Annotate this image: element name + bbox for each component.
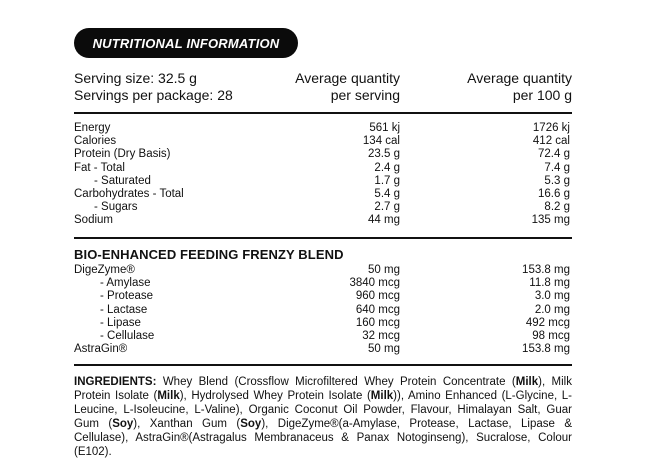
table-row: - Saturated 1.7 g 5.3 g [74,175,572,188]
serving-labels: Serving size: 32.5 g Servings per packag… [74,70,233,104]
per-100g-value: 11.8 mg [529,277,570,290]
per-100g-value: 72.4 g [538,148,570,161]
blend-title: BIO-ENHANCED FEEDING FRENZY BLEND [74,247,344,262]
table-row: AstraGin® 50 mg 153.8 mg [74,343,572,356]
row-label: Fat - Total [74,161,125,174]
per-serving-value: 561 kj [369,122,400,134]
per-serving-value: 50 mg [368,343,400,356]
per-serving-value: 2.7 g [374,201,400,214]
per-serving-header-line1: Average quantity [295,70,400,86]
per-100g-header-line1: Average quantity [467,70,572,86]
divider [74,237,572,239]
per-100g-value: 135 mg [531,214,570,227]
per-serving-header: Average quantity per serving [295,70,400,104]
table-row: Fat - Total 2.4 g 7.4 g [74,162,572,175]
per-serving-value: 32 mcg [362,329,400,342]
row-label: - Lipase [100,316,141,329]
row-label: - Cellulase [100,329,155,342]
per-serving-value: 1.7 g [374,174,400,187]
row-label: - Amylase [100,277,151,290]
per-100g-value: 3.0 mg [534,290,570,303]
row-label: - Lactase [100,303,148,316]
allergen: Soy [240,418,262,430]
allergen: Milk [157,390,180,402]
per-serving-value: 160 mcg [355,316,400,329]
table-row: - Protease 960 mcg 3.0 mg [74,290,572,303]
per-serving-value: 5.4 g [374,187,400,200]
table-row: Carbohydrates - Total 5.4 g 16.6 g [74,188,572,201]
divider [74,364,572,366]
per-serving-value: 960 mcg [355,290,400,303]
servings-per-package: Servings per package: 28 [74,87,233,103]
per-serving-value: 23.5 g [368,148,400,161]
per-100g-header-line2: per 100 g [512,87,572,103]
per-100g-value: 153.8 mg [522,343,570,356]
table-row: - Lactase 640 mcg 2.0 mg [74,304,572,317]
per-100g-value: 8.2 g [544,201,570,214]
table-row: Protein (Dry Basis) 23.5 g 72.4 g [74,148,572,161]
per-serving-value: 50 mg [368,264,400,276]
row-label: - Protease [100,290,154,303]
table-row: Energy 561 kj 1726 kj [74,122,572,135]
per-serving-value: 44 mg [368,214,400,227]
per-serving-header-line2: per serving [330,87,400,103]
per-100g-header: Average quantity per 100 g [467,70,572,104]
row-label: Energy [74,122,111,134]
row-label: Calories [74,135,117,148]
per-100g-value: 16.6 g [538,187,570,200]
serving-size: Serving size: 32.5 g [74,70,197,86]
per-100g-value: 1726 kj [532,122,570,134]
row-label: AstraGin® [74,343,128,356]
row-label: DigeZyme® [74,264,135,276]
ingredients-text: INGREDIENTS: Whey Blend (Crossflow Micro… [74,375,572,459]
table-row: - Cellulase 32 mcg 98 mcg [74,330,572,343]
table-row: - Sugars 2.7 g 8.2 g [74,201,572,214]
ingredients-heading: INGREDIENTS: [74,376,157,388]
divider [74,112,572,114]
ingredients-part: ), Hydrolysed Whey Protein Isolate ( [179,390,371,402]
ingredients-part: )), Amino Enhanced (L-Glycine, L-Leucine… [74,390,572,430]
allergen: Soy [112,418,134,430]
per-100g-value: 98 mcg [532,329,570,342]
table-row: Calories 134 cal 412 cal [74,135,572,148]
row-label: Sodium [74,214,113,227]
ingredients-part: Whey Blend (Crossflow Microfiltered Whey… [156,376,516,388]
blend-table: DigeZyme® 50 mg 153.8 mg - Amylase 3840 … [74,264,572,356]
per-serving-value: 2.4 g [374,161,400,174]
allergen: Milk [370,390,394,402]
per-100g-value: 153.8 mg [522,264,570,276]
row-label: - Saturated [94,174,151,187]
per-100g-value: 492 mcg [525,316,570,329]
allergen: Milk [515,376,539,388]
per-100g-value: 5.3 g [544,174,570,187]
per-serving-value: 134 cal [362,135,400,148]
ingredients-part: ), Milk Protein Isolate ( [74,376,572,402]
per-serving-value: 3840 mcg [349,277,400,290]
ingredients-part: ), Xanthan Gum ( [133,418,241,430]
row-label: Protein (Dry Basis) [74,148,171,161]
table-row: DigeZyme® 50 mg 153.8 mg [74,264,572,277]
row-label: - Sugars [94,201,138,214]
ingredients-part: ), DigeZyme®(a-Amylase, Protease, Lactas… [74,418,572,458]
nutrition-header-title: NUTRITIONAL INFORMATION [92,35,280,51]
nutrition-table: Energy 561 kj 1726 kj Calories 134 cal 4… [74,122,572,228]
per-100g-value: 412 cal [532,135,570,148]
table-row: Sodium 44 mg 135 mg [74,214,572,227]
nutrition-header: NUTRITIONAL INFORMATION [74,28,298,58]
table-row: - Amylase 3840 mcg 11.8 mg [74,277,572,290]
per-serving-value: 640 mcg [355,303,400,316]
table-row: - Lipase 160 mcg 492 mcg [74,317,572,330]
per-100g-value: 2.0 mg [534,303,570,316]
per-100g-value: 7.4 g [544,161,570,174]
row-label: Carbohydrates - Total [74,187,184,200]
